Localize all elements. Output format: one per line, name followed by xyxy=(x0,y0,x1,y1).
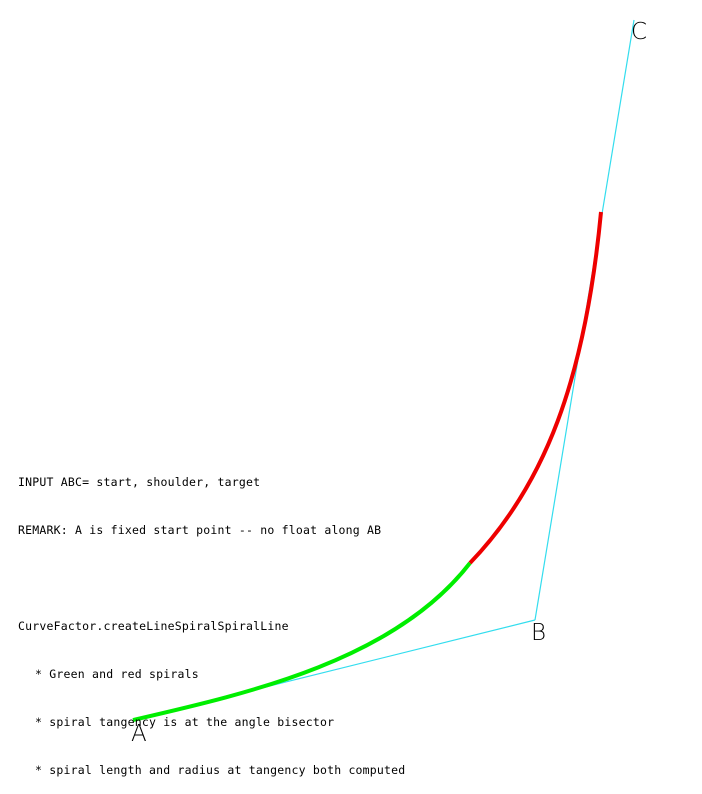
point-label-a: A xyxy=(131,721,147,747)
remark-line: REMARK: A is fixed start point -- no flo… xyxy=(18,523,382,537)
point-label-b: B xyxy=(531,620,546,646)
bullet-item: * spiral tangency is at the angle bisect… xyxy=(35,715,335,729)
red-spiral xyxy=(468,211,603,565)
point-label-c: C xyxy=(631,19,647,45)
bullet-item: * spiral length and radius at tangency b… xyxy=(35,763,406,777)
green-spiral xyxy=(132,561,472,722)
description-text: INPUT ABC= start, shoulder, target REMAR… xyxy=(18,442,405,794)
blank-line xyxy=(18,570,405,586)
input-line: INPUT ABC= start, shoulder, target xyxy=(18,475,261,489)
function-name-line: CurveFactor.createLineSpiralSpiralLine xyxy=(18,619,289,633)
bullet-item: * Green and red spirals xyxy=(35,667,199,681)
spiral-diagram: A B C xyxy=(131,19,647,747)
